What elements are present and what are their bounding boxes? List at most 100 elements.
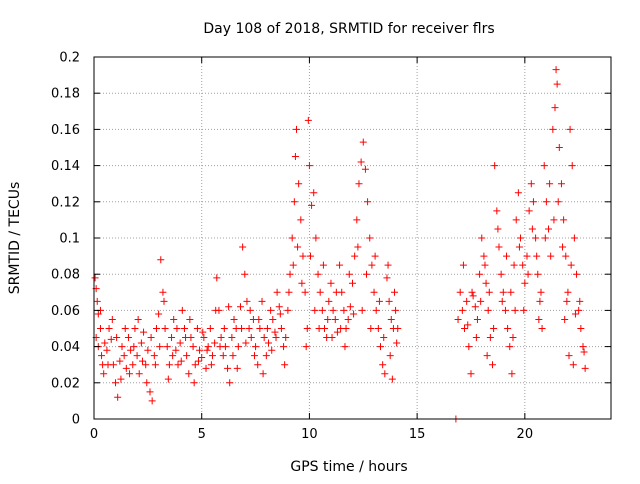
data-point: [467, 370, 475, 378]
data-point: [94, 310, 102, 318]
data-point: [554, 198, 562, 206]
data-point: [528, 225, 536, 233]
data-point: [312, 234, 320, 242]
data-point: [340, 306, 348, 314]
data-point: [212, 306, 220, 314]
data-point: [310, 189, 318, 197]
data-point: [267, 306, 275, 314]
data-point: [288, 234, 296, 242]
data-point: [545, 225, 553, 233]
data-point: [91, 274, 99, 282]
data-point: [281, 361, 289, 369]
data-point: [226, 379, 234, 387]
data-point: [350, 310, 358, 318]
data-point: [304, 116, 312, 124]
data-point: [170, 315, 178, 323]
data-point: [186, 315, 194, 323]
data-point: [238, 325, 246, 332]
data-point: [517, 234, 525, 242]
data-point: [459, 261, 467, 269]
data-point: [359, 138, 367, 146]
data-point: [319, 261, 327, 269]
data-point: [337, 325, 345, 332]
data-point: [377, 343, 385, 351]
data-points: [91, 66, 589, 423]
data-point: [236, 303, 244, 311]
data-point: [314, 270, 322, 278]
data-point: [552, 66, 560, 74]
data-point: [252, 343, 260, 351]
data-point: [129, 361, 137, 369]
data-point: [379, 361, 387, 369]
data-point: [495, 243, 503, 251]
data-point: [579, 343, 587, 351]
data-point: [224, 364, 232, 372]
y-tick-label: 0: [72, 413, 80, 428]
data-point: [211, 339, 219, 347]
data-point: [134, 315, 142, 323]
data-point: [200, 334, 208, 342]
data-point: [217, 334, 225, 342]
data-point: [358, 306, 366, 314]
data-point: [329, 306, 337, 314]
data-point: [101, 339, 109, 347]
data-point: [245, 325, 253, 332]
data-point: [280, 343, 288, 351]
data-point: [113, 334, 121, 342]
data-point: [286, 270, 294, 278]
data-point: [176, 339, 184, 347]
data-point: [473, 315, 481, 323]
data-point: [105, 325, 113, 332]
data-point: [143, 379, 151, 387]
data-point: [272, 334, 280, 342]
data-point: [524, 270, 532, 278]
data-point: [120, 352, 128, 360]
data-point: [393, 339, 401, 347]
data-point: [208, 352, 216, 360]
data-point: [305, 162, 313, 170]
data-point: [341, 343, 349, 351]
data-point: [269, 315, 277, 323]
data-point: [315, 325, 323, 332]
data-point: [576, 297, 584, 305]
data-point: [290, 198, 298, 206]
data-point: [476, 270, 484, 278]
data-point: [481, 261, 489, 269]
data-point: [117, 375, 125, 383]
data-point: [246, 306, 254, 314]
data-point: [229, 352, 237, 360]
data-point: [173, 325, 181, 332]
data-point: [299, 252, 307, 260]
data-point: [207, 361, 215, 369]
data-point: [354, 243, 362, 251]
data-point: [156, 343, 164, 351]
data-point: [142, 361, 150, 369]
data-point: [124, 334, 132, 342]
data-point: [391, 288, 399, 296]
data-point: [254, 361, 262, 369]
data-point: [346, 303, 354, 311]
data-point: [311, 306, 319, 314]
data-point: [183, 352, 191, 360]
data-point: [472, 334, 480, 342]
data-point: [508, 370, 516, 378]
data-point: [483, 352, 491, 360]
data-point: [566, 125, 574, 133]
data-point: [374, 325, 382, 332]
data-point: [567, 261, 575, 269]
data-point: [550, 216, 558, 224]
data-point: [375, 297, 383, 305]
data-point: [220, 325, 228, 332]
data-point: [295, 180, 303, 188]
data-point: [357, 158, 365, 166]
data-point: [363, 270, 371, 278]
data-point: [454, 315, 462, 323]
data-point: [135, 370, 143, 378]
data-point: [478, 234, 486, 242]
data-point: [282, 334, 290, 342]
data-point: [164, 375, 172, 383]
data-point: [233, 364, 241, 372]
data-point: [131, 325, 139, 332]
data-point: [108, 315, 116, 323]
data-point: [535, 315, 543, 323]
